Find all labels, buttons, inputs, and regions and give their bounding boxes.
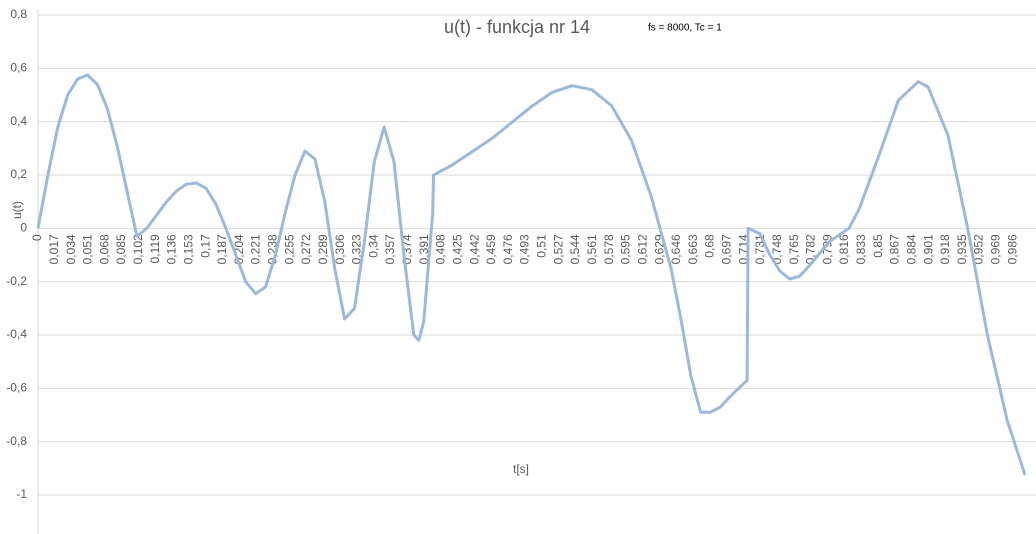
x-tick-label: 0,68 xyxy=(703,234,717,258)
y-tick-label: 0,2 xyxy=(10,167,27,181)
y-tick-label: 0,6 xyxy=(10,61,27,75)
x-tick-label: 0,748 xyxy=(770,234,784,264)
x-tick-label: 0,306 xyxy=(333,234,347,264)
x-tick-label: 0,935 xyxy=(955,234,969,264)
y-tick-label: 0,4 xyxy=(10,114,27,128)
x-tick-label: 0,034 xyxy=(64,234,78,264)
x-tick-label: 0,272 xyxy=(299,234,313,264)
chart-subtitle: fs = 8000, Tc = 1 xyxy=(648,23,722,34)
x-tick-label: 0,51 xyxy=(535,234,549,258)
y-tick-label: -0,6 xyxy=(6,381,27,395)
x-tick-label: 0,663 xyxy=(686,234,700,264)
x-tick-label: 0,578 xyxy=(602,234,616,264)
x-tick-label: 0,119 xyxy=(148,234,162,263)
x-tick-label: 0,561 xyxy=(585,234,599,264)
x-tick-label: 0,102 xyxy=(131,234,145,264)
x-tick-label: 0,493 xyxy=(518,234,532,264)
x-tick-label: 0,255 xyxy=(282,234,296,264)
x-tick-label: 0 xyxy=(30,234,44,241)
y-tick-label: -0,2 xyxy=(6,274,27,288)
x-tick-label: 0,612 xyxy=(635,234,649,264)
x-tick-label: 0,969 xyxy=(989,234,1003,264)
x-tick-label: 0,459 xyxy=(484,234,498,264)
x-tick-label: 0,527 xyxy=(551,234,565,264)
y-axis-title: u(t) xyxy=(10,201,24,219)
x-tick-label: 0,34 xyxy=(366,234,380,258)
x-tick-label: 0,952 xyxy=(972,234,986,264)
chart-title: u(t) - funkcja nr 14 xyxy=(444,17,590,37)
x-tick-label: 0,017 xyxy=(47,234,61,264)
x-tick-label: 0,646 xyxy=(669,234,683,264)
x-tick-label: 0,85 xyxy=(871,234,885,258)
y-tick-label: 0 xyxy=(20,221,27,235)
x-tick-label: 0,697 xyxy=(720,234,734,264)
x-tick-label: 0,901 xyxy=(921,234,935,264)
y-tick-label: 0,8 xyxy=(10,7,27,21)
x-tick-label: 0,476 xyxy=(501,234,515,264)
x-tick-label: 0,323 xyxy=(350,234,364,264)
x-tick-label: 0,544 xyxy=(568,234,582,264)
x-tick-label: 0,816 xyxy=(837,234,851,264)
x-tick-label: 0,986 xyxy=(1005,234,1019,264)
x-tick-label: 0,425 xyxy=(450,234,464,264)
x-tick-label: 0,867 xyxy=(888,234,902,264)
x-tick-label: 0,442 xyxy=(467,234,481,264)
x-tick-label: 0,153 xyxy=(181,234,195,264)
x-tick-label: 0,221 xyxy=(249,234,263,264)
x-tick-label: 0,289 xyxy=(316,234,330,264)
x-tick-label: 0,731 xyxy=(753,234,767,264)
x-tick-label: 0,187 xyxy=(215,234,229,264)
x-tick-label: 0,782 xyxy=(804,234,818,264)
y-tick-label: -0,8 xyxy=(6,434,27,448)
x-tick-label: 0,391 xyxy=(417,234,431,264)
x-tick-label: 0,068 xyxy=(97,234,111,264)
x-tick-label: 0,884 xyxy=(904,234,918,264)
x-tick-label: 0,136 xyxy=(165,234,179,264)
x-tick-label: 0,357 xyxy=(383,234,397,264)
y-tick-label: -0,4 xyxy=(6,327,27,341)
x-tick-label: 0,765 xyxy=(787,234,801,264)
x-tick-label: 0,408 xyxy=(434,234,448,264)
data-line xyxy=(36,73,1027,476)
x-axis-title: t[s] xyxy=(513,462,529,476)
x-tick-label: 0,17 xyxy=(198,234,212,258)
x-tick-label: 0,085 xyxy=(114,234,128,264)
x-tick-label: 0,833 xyxy=(854,234,868,264)
x-tick-label: 0,051 xyxy=(81,234,95,264)
x-tick-label: 0,918 xyxy=(938,234,952,264)
y-tick-label: -1 xyxy=(16,487,27,501)
x-tick-label: 0,595 xyxy=(619,234,633,264)
